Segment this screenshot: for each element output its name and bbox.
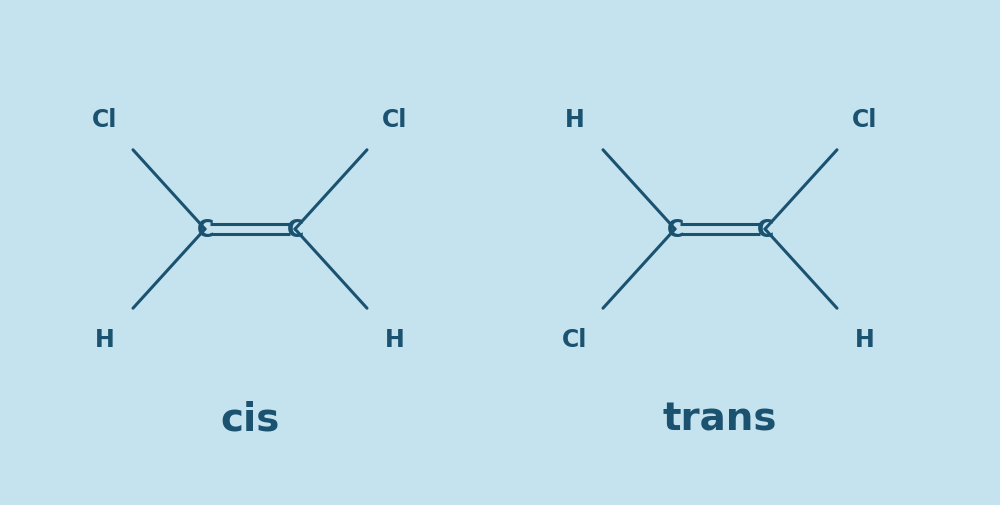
Text: H: H	[855, 327, 875, 351]
Text: trans: trans	[663, 400, 777, 438]
Text: Cl: Cl	[382, 108, 408, 132]
Text: Cl: Cl	[852, 108, 878, 132]
Text: C: C	[756, 218, 774, 241]
Text: H: H	[95, 327, 115, 351]
Text: C: C	[196, 218, 214, 241]
Text: C: C	[666, 218, 684, 241]
Text: cis: cis	[220, 400, 280, 438]
Text: H: H	[565, 108, 585, 132]
Text: Cl: Cl	[562, 327, 588, 351]
Text: H: H	[385, 327, 405, 351]
Text: C: C	[286, 218, 304, 241]
Text: Cl: Cl	[92, 108, 118, 132]
